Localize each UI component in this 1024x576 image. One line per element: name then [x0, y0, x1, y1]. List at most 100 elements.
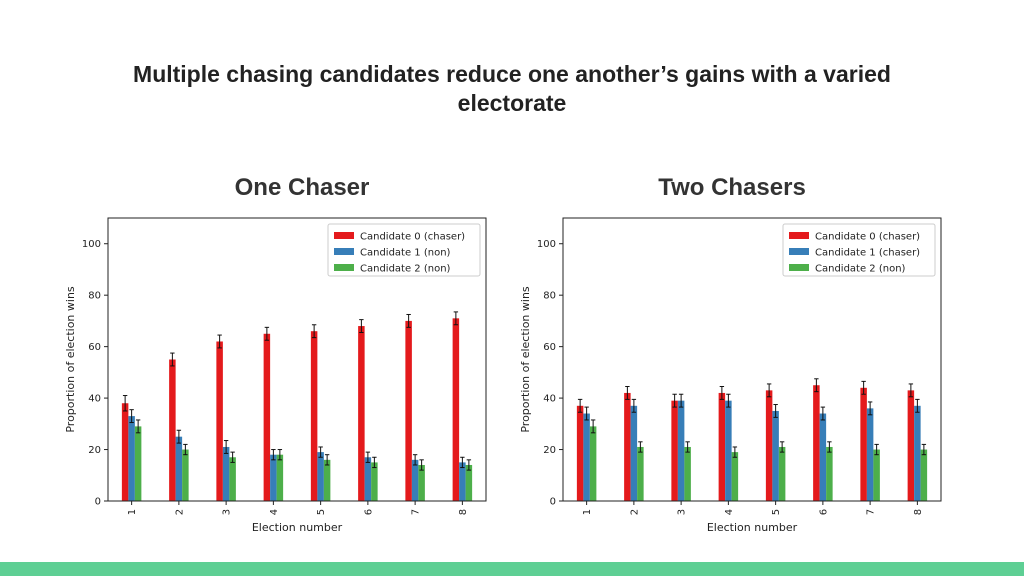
x-tick-label: 7: [866, 509, 877, 515]
x-axis-label: Election number: [707, 521, 798, 534]
bar: [270, 454, 277, 501]
chart-heading-one-chaser: One Chaser: [234, 174, 370, 201]
y-tick-label: 100: [82, 239, 101, 250]
bar: [310, 331, 318, 501]
y-tick-label: 40: [88, 394, 101, 405]
bar: [718, 392, 726, 501]
bar: [418, 464, 425, 501]
y-tick-label: 60: [88, 342, 101, 353]
bar: [459, 462, 466, 501]
bar: [873, 449, 880, 501]
legend-swatch: [334, 248, 354, 255]
bar: [364, 457, 372, 501]
bar: [725, 400, 732, 501]
bar: [465, 464, 473, 501]
y-tick-label: 0: [95, 497, 101, 508]
bar: [907, 390, 915, 501]
bar: [405, 320, 412, 501]
plot-frame: [562, 217, 942, 502]
x-tick-label: 1: [582, 509, 593, 515]
y-tick-label: 80: [88, 291, 101, 302]
bar: [263, 333, 271, 501]
bar: [323, 459, 331, 501]
legend-swatch: [334, 264, 354, 271]
bar: [765, 390, 773, 501]
bar: [826, 446, 833, 501]
bar: [624, 392, 631, 501]
bar: [677, 400, 685, 501]
y-tick-label: 40: [543, 394, 556, 405]
slide-title-line-2: electorate: [457, 90, 567, 116]
bar: [576, 405, 584, 501]
bar: [589, 426, 597, 501]
plot-frame: [107, 217, 487, 502]
legend-label: Candidate 2 (non): [360, 264, 451, 275]
legend-swatch: [789, 248, 809, 255]
bar: [216, 341, 223, 501]
x-tick-label: 8: [458, 509, 469, 515]
legend-box: [327, 223, 481, 277]
x-tick-label: 1: [127, 509, 138, 515]
bar: [630, 405, 638, 501]
y-tick-label: 0: [550, 497, 556, 508]
bar: [371, 462, 378, 501]
x-axis-label: Election number: [252, 521, 343, 534]
x-tick-label: 4: [724, 509, 735, 515]
bar: [671, 400, 678, 501]
bar: [229, 457, 236, 501]
x-tick-label: 6: [818, 509, 829, 515]
legend-label: Candidate 1 (non): [360, 248, 451, 259]
y-tick-label: 60: [543, 342, 556, 353]
bar: [317, 452, 324, 501]
slide-title-line-1: Multiple chasing candidates reduce one a…: [133, 61, 891, 87]
bar: [866, 408, 874, 501]
x-tick-label: 5: [771, 509, 782, 515]
bar: [731, 452, 739, 501]
y-tick-label: 20: [88, 445, 101, 456]
bar: [358, 326, 365, 501]
bar: [813, 385, 820, 501]
bar: [134, 426, 142, 501]
bar: [121, 403, 129, 501]
y-axis-label: Proportion of election wins: [519, 286, 532, 433]
bar: [276, 454, 284, 501]
x-tick-label: 6: [363, 509, 374, 515]
legend-swatch: [789, 264, 809, 271]
y-tick-label: 20: [543, 445, 556, 456]
bar-chart-one-chaser: 0 20 40 60 80 100 1 2 3 4 5 6 7 8 Election number Propo…: [64, 217, 487, 534]
x-tick-label: 4: [269, 509, 280, 515]
legend-label: Candidate 0 (chaser): [360, 232, 465, 243]
bar: [778, 446, 786, 501]
y-tick-label: 100: [537, 239, 556, 250]
bar: [175, 436, 183, 501]
legend-swatch: [789, 232, 809, 239]
y-axis-label: Proportion of election wins: [64, 286, 77, 433]
x-tick-label: 7: [411, 509, 422, 515]
bar: [452, 318, 460, 501]
bar: [182, 449, 189, 501]
slide-title: Multiple chasing candidates reduce one a…: [0, 60, 1024, 118]
bar: [128, 416, 135, 501]
bar: [169, 359, 176, 501]
bar: [772, 410, 779, 501]
chart-heading-two-chasers: Two Chasers: [658, 174, 806, 201]
bar: [583, 413, 590, 501]
footer-accent-bar: [0, 562, 1024, 576]
bar: [914, 405, 921, 501]
legend-box: [782, 223, 936, 277]
y-tick-label: 80: [543, 291, 556, 302]
legend-label: Candidate 2 (non): [815, 264, 906, 275]
bar: [684, 446, 691, 501]
bar: [819, 413, 827, 501]
x-tick-label: 2: [629, 509, 640, 515]
bar: [411, 459, 419, 501]
bar: [860, 387, 867, 501]
x-tick-label: 3: [677, 509, 688, 515]
x-tick-label: 2: [174, 509, 185, 515]
legend-swatch: [334, 232, 354, 239]
x-tick-label: 8: [913, 509, 924, 515]
bar: [637, 446, 644, 501]
legend-label: Candidate 1 (chaser): [815, 248, 920, 259]
x-tick-label: 3: [222, 509, 233, 515]
x-tick-label: 5: [316, 509, 327, 515]
